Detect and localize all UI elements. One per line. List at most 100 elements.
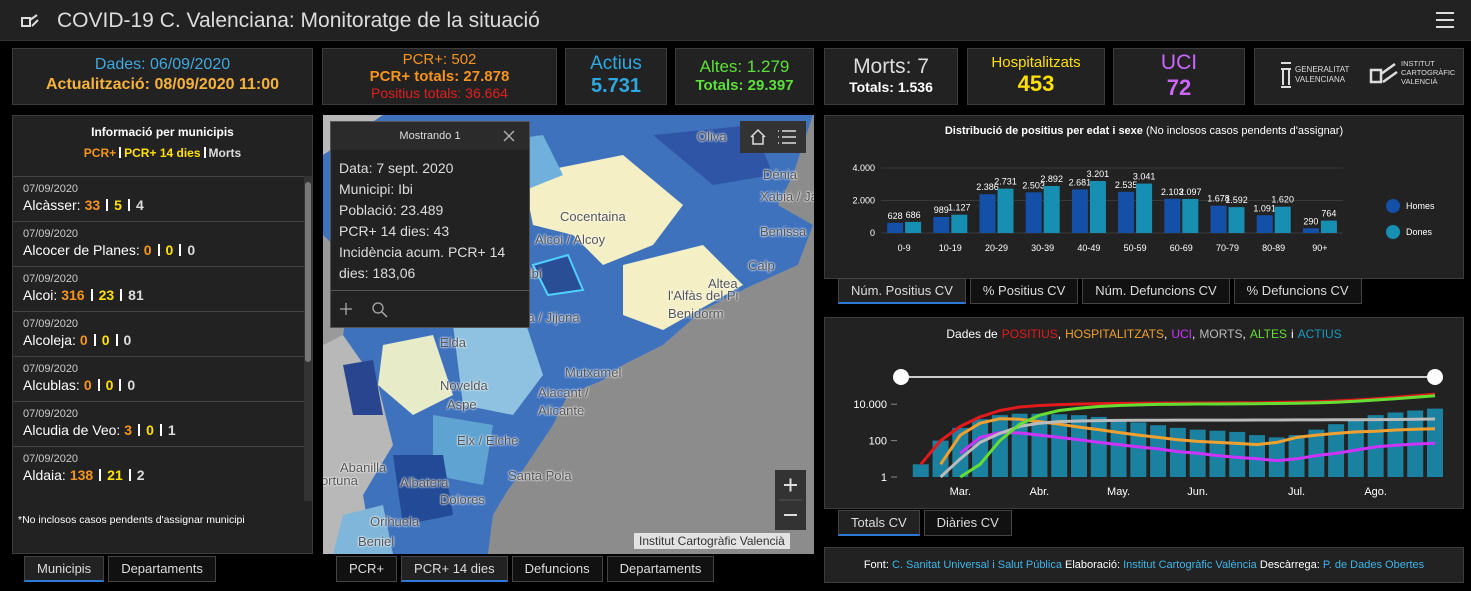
bar (1210, 205, 1227, 233)
separator (138, 424, 141, 436)
active-box: Actius 5.731 (565, 48, 667, 105)
map-label: Beniel (358, 534, 395, 549)
popup-close[interactable] (503, 130, 515, 142)
hospital-value: 453 (1017, 71, 1055, 96)
item-name: Alcocer de Planes: (23, 242, 140, 258)
x-tick-label: Jun. (1187, 486, 1208, 498)
bar (972, 419, 989, 477)
map[interactable]: Oliva Dénia Xàbia / Jávea Benissa Calp Alteal… (323, 115, 814, 554)
item-value: 2 (136, 467, 145, 483)
active-value: 5.731 (590, 75, 642, 97)
bar (951, 214, 968, 233)
tab[interactable]: % Defuncions CV (1233, 278, 1362, 304)
separator (119, 147, 122, 158)
item-line: Aldaia: 138 21 2 (23, 467, 304, 483)
tab[interactable]: PCR+ (336, 556, 398, 582)
title-separator: , (1164, 327, 1168, 341)
municipality-item[interactable]: 07/09/2020 Alcàsser: 33 5 4 (13, 177, 304, 222)
tab[interactable]: Municipis (24, 556, 105, 582)
title-separator: , (1057, 327, 1062, 341)
municipality-item[interactable]: 07/09/2020 Alcocer de Planes: 0 0 0 (13, 222, 304, 267)
map-label: Aspe (447, 397, 477, 412)
bar (1025, 192, 1042, 233)
tab[interactable]: Diàries CV (923, 510, 1012, 536)
value-label: 1.592 (1225, 195, 1248, 205)
bar (1302, 228, 1319, 233)
municipality-list[interactable]: 07/09/2020 Alcàsser: 33 5 4 07/09/2020 Alcocer… (13, 176, 304, 491)
value-label: 1.678 (1207, 194, 1230, 204)
separator (159, 424, 162, 436)
panel-legend: PCR+ PCR+ 14 dies Morts (13, 146, 312, 160)
item-date: 07/09/2020 (23, 408, 79, 420)
tab[interactable]: Totals CV (838, 510, 920, 536)
attribution: Institut Cartogràfic Valencià (634, 533, 790, 549)
popup-line: Població: 23.489 (339, 202, 444, 218)
footer-link[interactable]: C. Sanitat Universal i Salut Pública (891, 559, 1062, 571)
slider-handle (893, 369, 909, 385)
item-value: 81 (128, 287, 144, 303)
zoom-controls[interactable] (775, 470, 806, 530)
tab[interactable]: % Positius CV (969, 278, 1079, 304)
update-date: Actualització: 08/09/2020 11:00 (45, 76, 280, 93)
bar (933, 216, 950, 233)
x-tick-label: 30-39 (1031, 243, 1054, 253)
menu-button[interactable] (1435, 11, 1455, 29)
item-value: 0 (187, 242, 196, 258)
bar (1164, 198, 1181, 233)
bar-chart-tabs: Núm. Positius CV% Positius CV Núm. Defunc… (838, 278, 1366, 304)
value-label: 686 (906, 210, 921, 220)
x-tick-label: May. (1107, 486, 1130, 498)
item-value: 23 (98, 287, 115, 303)
tab[interactable]: Núm. Defuncions CV (1082, 278, 1230, 304)
footer-link[interactable]: P. de Dades Obertes (1322, 559, 1425, 571)
scrollbar[interactable] (304, 176, 312, 501)
x-tick-label: Mar. (950, 486, 971, 498)
bar-chart-panel: Distribució de positius per edat i sexe … (824, 115, 1464, 279)
title-text: Dades de (946, 327, 998, 341)
municipality-item[interactable]: 07/09/2020 Alcoi: 316 23 81 (13, 267, 304, 312)
icv-text: INSTITUT (1401, 59, 1435, 68)
tab[interactable]: Defuncions (511, 556, 603, 582)
item-name: Alcublas: (23, 377, 80, 393)
item-value: 138 (69, 467, 94, 483)
tab[interactable]: Departaments (108, 556, 216, 582)
x-tick-label: 10-19 (939, 243, 962, 253)
footer-link[interactable]: Institut Cartogràfic València (1123, 559, 1257, 571)
municipalities-panel: Informació per municipis PCR+ PCR+ 14 die… (12, 115, 313, 554)
bar (932, 440, 949, 477)
gva-text: GENERALITAT (1295, 65, 1350, 74)
map-tools[interactable] (740, 121, 806, 153)
separator (128, 469, 131, 481)
footer-label: Descàrrega: (1259, 559, 1320, 571)
title-separator: , (1242, 327, 1246, 341)
header: COVID-19 C. Valenciana: Monitoratge de l… (0, 0, 1471, 41)
separator (93, 334, 96, 346)
discharges-total: Totals: 29.397 (695, 77, 794, 94)
tab[interactable]: Núm. Positius CV (838, 278, 966, 304)
item-value: 1 (167, 422, 176, 438)
municipality-item[interactable]: 07/09/2020 Alcudia de Veo: 3 0 1 (13, 402, 304, 447)
bar (1427, 408, 1443, 477)
bar (1031, 413, 1048, 477)
tab[interactable]: PCR+ 14 dies (401, 556, 508, 582)
popup-line: PCR+ 14 dies: 43 (339, 223, 450, 239)
municipality-item[interactable]: 07/09/2020 Alcublas: 0 0 0 (13, 357, 304, 402)
title-separator: i (1290, 327, 1294, 341)
map-label: Altea (708, 276, 738, 291)
bar-chart-heading: Distribució de positius per edat i sexe … (825, 125, 1463, 137)
tab[interactable]: Departaments (606, 556, 715, 582)
popup-tools[interactable] (339, 302, 399, 318)
value-label: 628 (888, 211, 903, 221)
separator (203, 147, 206, 158)
x-tick-label: 0-9 (898, 243, 911, 253)
municipality-item[interactable]: 07/09/2020 Alcoleja: 0 0 0 (13, 312, 304, 357)
bar (1110, 419, 1127, 477)
popup: Mostrando 1 Data: 7 sept. 2020 Municipi: … (330, 121, 530, 328)
separator (90, 289, 93, 301)
note: *No inclosos casos pendents d'assignar m… (18, 514, 245, 526)
bar (1182, 198, 1199, 233)
legend-item: PCR+ 14 dies (124, 146, 201, 160)
x-tick-label: Jul. (1288, 486, 1305, 498)
municipality-item[interactable]: 07/09/2020 Aldaia: 138 21 2 (13, 447, 304, 491)
item-name: Alcàsser: (23, 197, 81, 213)
